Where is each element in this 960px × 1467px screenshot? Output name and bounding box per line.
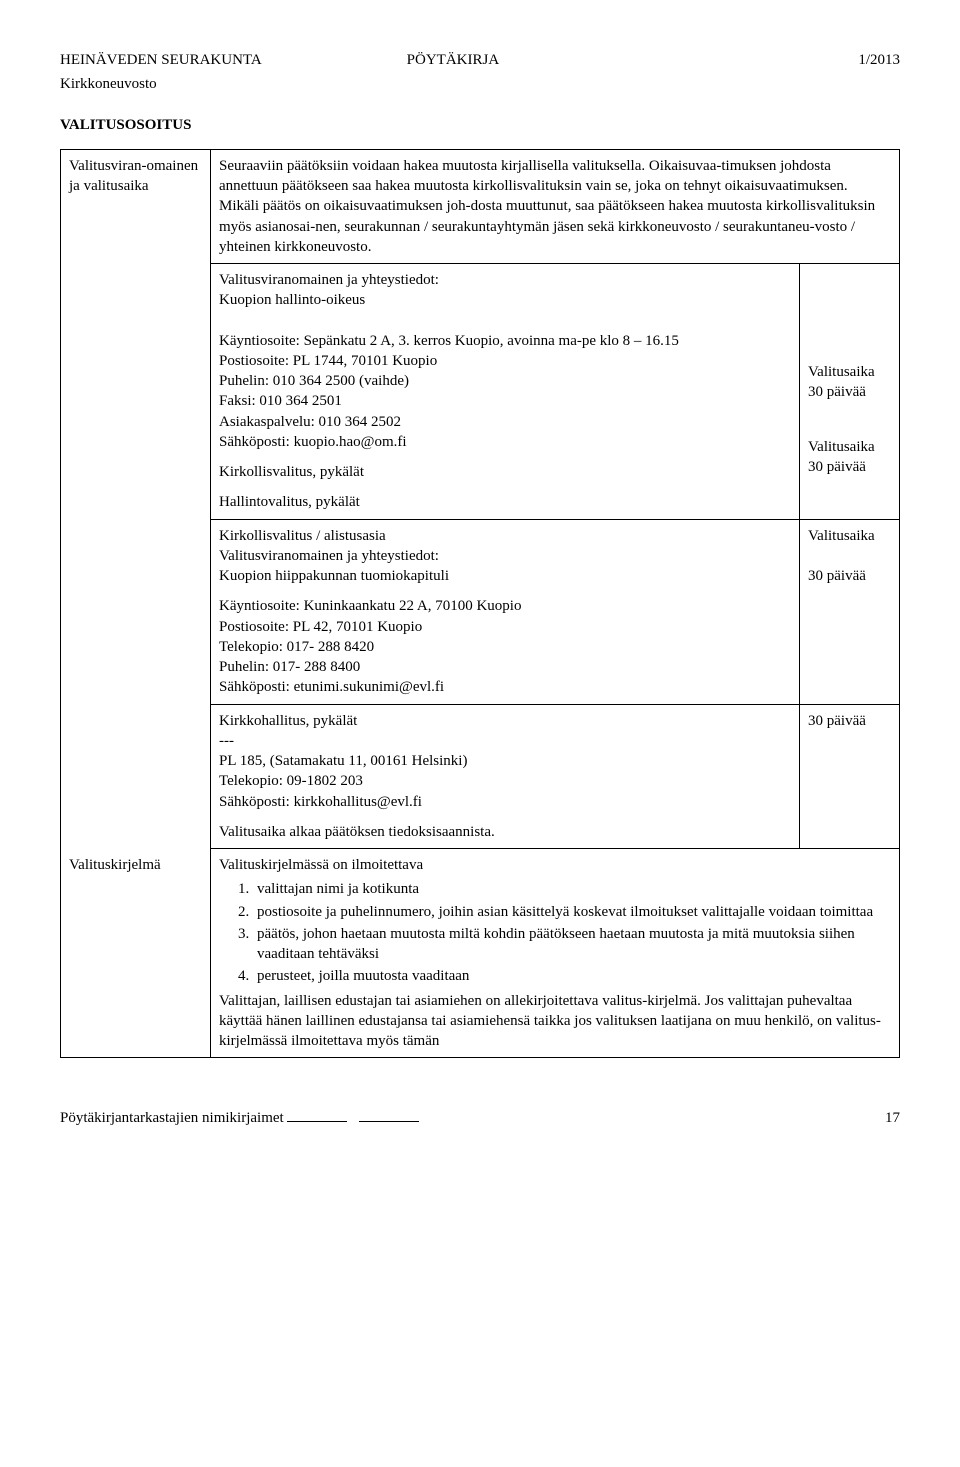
block1-right-c: Valitusaika bbox=[808, 437, 891, 457]
cell-block3: Kirkkohallitus, pykälät --- PL 185, (Sat… bbox=[211, 704, 800, 849]
block2-addr1: Käyntiosoite: Kuninkaankatu 22 A, 70100 … bbox=[219, 596, 791, 616]
header-org: HEINÄVEDEN SEURAKUNTA bbox=[60, 50, 307, 70]
block2-right-a: Valitusaika bbox=[808, 526, 891, 546]
block1-right-d: 30 päivää bbox=[808, 457, 891, 477]
block1-right-b: 30 päivää bbox=[808, 382, 891, 402]
block1-addr3: Puhelin: 010 364 2500 (vaihde) bbox=[219, 371, 791, 391]
cell-block1-right: Valitusaika 30 päivää Valitusaika 30 päi… bbox=[800, 264, 900, 520]
block1-hallinto: Hallintovalitus, pykälät bbox=[219, 492, 791, 512]
block3-end: Valitusaika alkaa päätöksen tiedoksisaan… bbox=[219, 822, 791, 842]
block2-title: Kirkollisvalitus / alistusasia bbox=[219, 526, 791, 546]
signature-blank-1 bbox=[287, 1121, 347, 1122]
block3-title: Kirkkohallitus, pykälät bbox=[219, 711, 791, 731]
block1-addr4: Faksi: 010 364 2501 bbox=[219, 391, 791, 411]
signature-blank-2 bbox=[359, 1121, 419, 1122]
footer-pagenum: 17 bbox=[885, 1108, 900, 1128]
block3-right: 30 päivää bbox=[808, 711, 891, 731]
block2-addr3: Telekopio: 017- 288 8420 bbox=[219, 637, 791, 657]
block3-sep: --- bbox=[219, 731, 791, 751]
list-item: postiosoite ja puhelinnumero, joihin asi… bbox=[253, 902, 891, 922]
block1-kirkollis: Kirkollisvalitus, pykälät bbox=[219, 462, 791, 482]
block3-addr3: Sähköposti: kirkkohallitus@evl.fi bbox=[219, 792, 791, 812]
block2-addr2: Postiosoite: PL 42, 70101 Kuopio bbox=[219, 617, 791, 637]
kirjelma-list: valittajan nimi ja kotikunta postiosoite… bbox=[253, 879, 891, 986]
cell-intro: Seuraaviin päätöksiin voidaan hakea muut… bbox=[211, 149, 900, 263]
cell-block1: Valitusviranomainen ja yhteystiedot: Kuo… bbox=[211, 264, 800, 520]
block1-right-a: Valitusaika bbox=[808, 362, 891, 382]
block1-auth-label: Valitusviranomainen ja yhteystiedot: bbox=[219, 270, 791, 290]
kirjelma-outro: Valittajan, laillisen edustajan tai asia… bbox=[219, 991, 891, 1052]
block2-right-b: 30 päivää bbox=[808, 566, 891, 586]
block2-addr5: Sähköposti: etunimi.sukunimi@evl.fi bbox=[219, 677, 791, 697]
block3-addr2: Telekopio: 09-1802 203 bbox=[219, 771, 791, 791]
header-docnum: 1/2013 bbox=[653, 50, 900, 70]
cell-block2-right: Valitusaika 30 päivää bbox=[800, 519, 900, 704]
block2-addr4: Puhelin: 017- 288 8400 bbox=[219, 657, 791, 677]
footer-left: Pöytäkirjantarkastajien nimikirjaimet bbox=[60, 1108, 419, 1128]
cell-label-1: Valitusviran-omainen ja valitusaika bbox=[61, 149, 211, 848]
list-item: perusteet, joilla muutosta vaaditaan bbox=[253, 966, 891, 986]
block3-addr1: PL 185, (Satamakatu 11, 00161 Helsinki) bbox=[219, 751, 791, 771]
list-item: päätös, johon haetaan muutosta miltä koh… bbox=[253, 924, 891, 965]
block1-addr5: Asiakaspalvelu: 010 364 2502 bbox=[219, 412, 791, 432]
cell-kirjelma: Valituskirjelmässä on ilmoitettava valit… bbox=[211, 849, 900, 1058]
block2-auth-name: Kuopion hiippakunnan tuomiokapituli bbox=[219, 566, 791, 586]
block1-addr6: Sähköposti: kuopio.hao@om.fi bbox=[219, 432, 791, 452]
cell-label-2: Valituskirjelmä bbox=[61, 849, 211, 1058]
cell-block3-right: 30 päivää bbox=[800, 704, 900, 849]
cell-block2: Kirkollisvalitus / alistusasia Valitusvi… bbox=[211, 519, 800, 704]
block2-auth-label: Valitusviranomainen ja yhteystiedot: bbox=[219, 546, 791, 566]
list-item: valittajan nimi ja kotikunta bbox=[253, 879, 891, 899]
block1-addr1: Käyntiosoite: Sepänkatu 2 A, 3. kerros K… bbox=[219, 331, 791, 351]
section-title: VALITUSOSOITUS bbox=[60, 115, 900, 135]
main-table: Valitusviran-omainen ja valitusaika Seur… bbox=[60, 149, 900, 1059]
block1-addr2: Postiosoite: PL 1744, 70101 Kuopio bbox=[219, 351, 791, 371]
header-doctype: PÖYTÄKIRJA bbox=[307, 50, 654, 70]
header-suborg: Kirkkoneuvosto bbox=[60, 74, 900, 94]
block1-auth-name: Kuopion hallinto-oikeus bbox=[219, 290, 791, 310]
kirjelma-intro: Valituskirjelmässä on ilmoitettava bbox=[219, 855, 891, 875]
